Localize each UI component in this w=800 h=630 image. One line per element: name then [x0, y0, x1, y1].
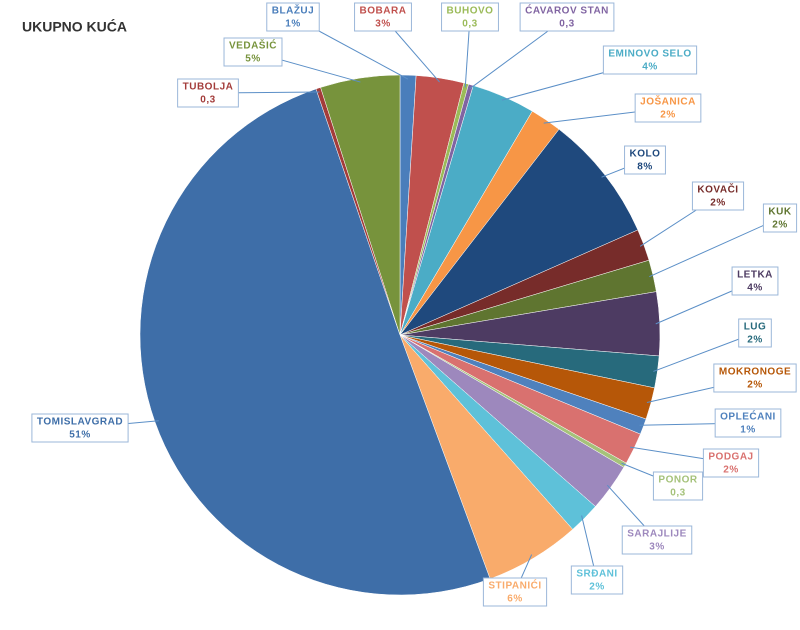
data-label: KOVAČI 2%: [691, 181, 745, 211]
data-label: KUK 2%: [762, 203, 798, 233]
label-box: [731, 266, 779, 296]
label-value: 2%: [710, 198, 725, 209]
label-name: PODGAJ: [708, 452, 753, 463]
label-name: SRĐANI: [576, 569, 617, 580]
label-name: EMINOVO SELO: [608, 49, 691, 60]
label-value: 2%: [589, 582, 604, 593]
slice: [139, 88, 491, 596]
label-name: STIPANIĆI: [488, 579, 541, 592]
label-name: BOBARA: [360, 6, 407, 17]
label-box: [354, 2, 412, 32]
label-value: 2%: [660, 110, 675, 121]
label-name: KUK: [768, 207, 791, 218]
label-box: [31, 413, 129, 443]
label-name: TOMISLAVGRAD: [37, 417, 123, 428]
label-name: LUG: [744, 322, 767, 333]
data-label: SRĐANI 2%: [570, 565, 624, 595]
label-value: 1%: [285, 19, 300, 30]
data-label: OPLEĆANI 1%: [714, 408, 782, 438]
label-value: 5%: [245, 54, 260, 65]
data-label: BUHOVO 0,3: [441, 2, 499, 32]
labels: BLAŽUJ 1% BOBARA 3% BUHOVO 0,3 ĆAVAROV STAN 0,3…: [31, 2, 798, 607]
slices: [139, 74, 661, 596]
chart-title: UKUPNO KUĆA: [22, 18, 127, 35]
data-label: PODGAJ 2%: [702, 448, 760, 478]
label-value: 0,3: [200, 95, 215, 106]
label-box: [177, 78, 239, 108]
label-box: [634, 93, 702, 123]
label-name: KOLO: [630, 149, 661, 160]
label-name: ĆAVAROV STAN: [525, 4, 609, 17]
label-box: [762, 203, 798, 233]
label-box: [223, 37, 283, 67]
label-value: 1%: [740, 425, 755, 436]
label-box: [624, 145, 666, 175]
data-label: LETKA 4%: [731, 266, 779, 296]
label-name: LETKA: [737, 270, 773, 281]
label-name: MOKRONOGE: [719, 367, 791, 378]
data-label: KOLO 8%: [624, 145, 666, 175]
data-label: BLAŽUJ 1%: [266, 2, 320, 32]
data-label: VEDAŠIĆ 5%: [223, 37, 283, 67]
data-label: TUBOLJA 0,3: [177, 78, 239, 108]
label-box: [691, 181, 745, 211]
label-box: [570, 565, 624, 595]
data-label: MOKRONOGE 2%: [713, 363, 797, 393]
label-value: 4%: [747, 283, 762, 294]
label-value: 3%: [375, 19, 390, 30]
data-label: PONOR 0,3: [652, 471, 704, 501]
slice: [399, 128, 639, 336]
label-box: [702, 448, 760, 478]
data-label: LUG 2%: [738, 318, 772, 348]
label-box: [519, 2, 615, 32]
label-value: 2%: [772, 220, 787, 231]
leader-line: [649, 217, 781, 278]
label-name: OPLEĆANI: [720, 410, 776, 423]
label-name: PONOR: [658, 475, 697, 486]
label-value: 0,3: [462, 19, 477, 30]
data-label: TOMISLAVGRAD 51%: [31, 413, 129, 443]
label-box: [714, 408, 782, 438]
label-value: 2%: [747, 380, 762, 391]
label-box: [652, 471, 704, 501]
label-value: 0,3: [559, 19, 574, 30]
label-value: 3%: [649, 542, 664, 553]
label-value: 6%: [507, 594, 522, 605]
label-box: [602, 45, 698, 75]
label-box: [738, 318, 772, 348]
data-label: EMINOVO SELO 4%: [602, 45, 698, 75]
label-box: [266, 2, 320, 32]
label-name: KOVAČI: [697, 183, 738, 196]
label-box: [621, 525, 693, 555]
data-label: BOBARA 3%: [354, 2, 412, 32]
label-value: 8%: [637, 162, 652, 173]
data-label: ĆAVAROV STAN 0,3: [519, 2, 615, 32]
label-value: 0,3: [670, 488, 685, 499]
label-box: [441, 2, 499, 32]
label-value: 2%: [723, 465, 738, 476]
data-label: JOŠANICA 2%: [634, 93, 702, 123]
label-name: JOŠANICA: [640, 95, 696, 108]
label-name: VEDAŠIĆ: [229, 39, 277, 52]
label-box: [713, 363, 797, 393]
label-value: 2%: [747, 335, 762, 346]
data-label: STIPANIĆI 6%: [482, 577, 548, 607]
leader-line: [653, 332, 756, 372]
label-box: [482, 577, 548, 607]
label-name: TUBOLJA: [183, 82, 234, 93]
label-value: 51%: [69, 430, 91, 441]
label-value: 4%: [642, 62, 657, 73]
label-name: SARAJLIJE: [627, 529, 687, 540]
data-label: SARAJLIJE 3%: [621, 525, 693, 555]
label-name: BUHOVO: [447, 6, 494, 17]
label-name: BLAŽUJ: [272, 4, 314, 17]
